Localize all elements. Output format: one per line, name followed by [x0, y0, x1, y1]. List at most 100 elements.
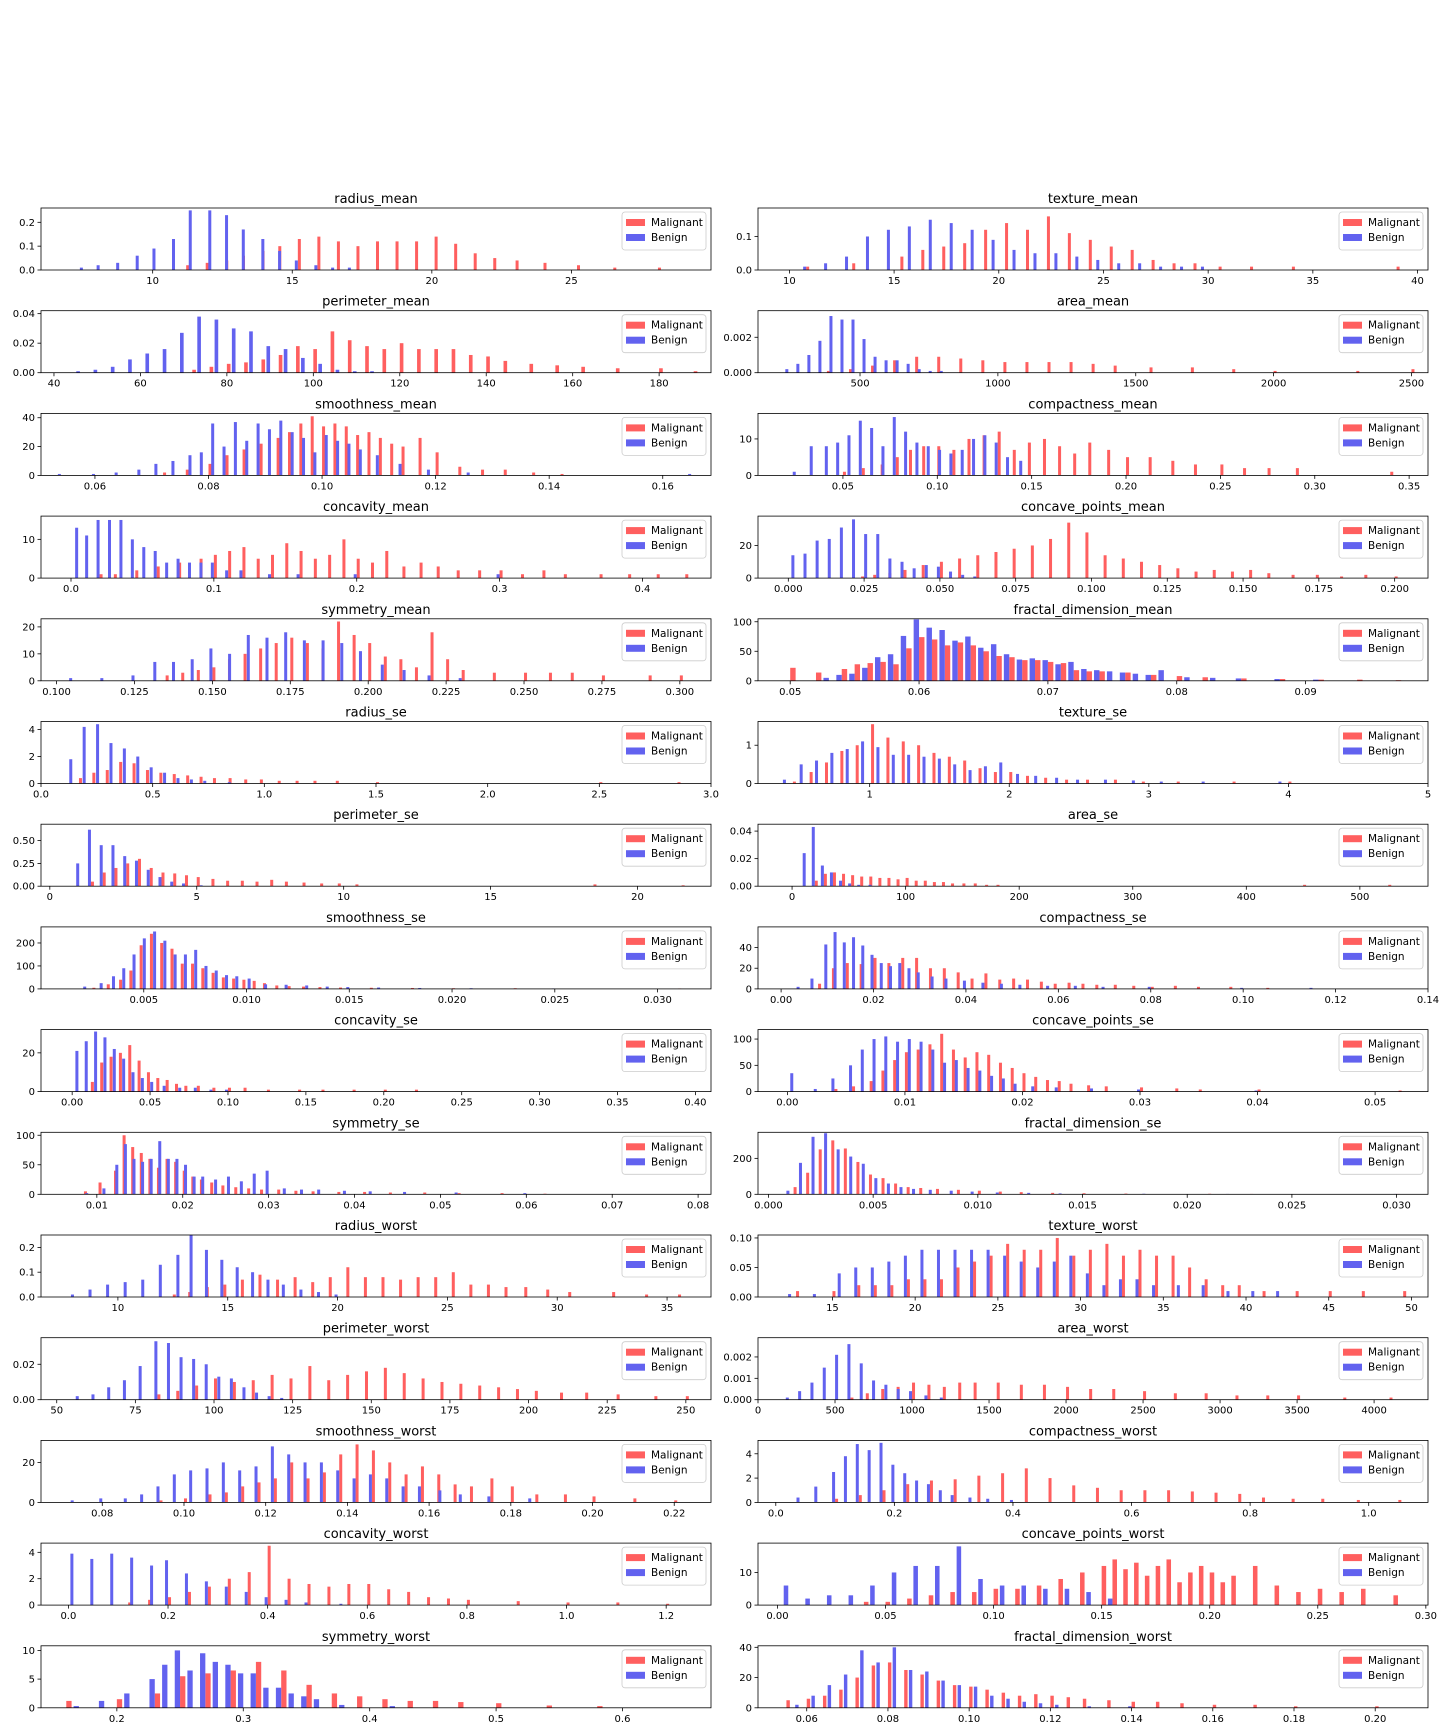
bar-malignant: [615, 368, 620, 373]
bar-benign: [134, 860, 138, 887]
bar-benign: [848, 883, 852, 887]
bar-malignant: [977, 1475, 981, 1503]
bar-benign: [1274, 679, 1280, 681]
bar-benign: [939, 370, 943, 373]
legend-label-malignant: Malignant: [651, 731, 703, 743]
bar-benign: [954, 1060, 958, 1092]
bar-malignant: [679, 675, 683, 681]
plot-frame: [40, 1234, 712, 1298]
x-tick-label: 225: [598, 1406, 617, 1417]
bar-benign: [1103, 779, 1107, 784]
bar-benign: [891, 1572, 897, 1606]
bar-malignant: [205, 262, 209, 270]
plot-frame: [40, 926, 712, 990]
bar-malignant: [1190, 367, 1194, 373]
bar-benign: [916, 972, 920, 989]
bar-malignant: [454, 243, 458, 270]
panel-title: smoothness_worst: [316, 1424, 437, 1439]
bar-benign: [1055, 777, 1059, 784]
legend-label-benign: Benign: [1368, 437, 1405, 449]
bar-malignant: [685, 574, 689, 579]
bar-benign: [870, 427, 874, 476]
bar-malignant: [871, 1665, 876, 1708]
bar-benign: [265, 637, 269, 681]
bar-benign: [1006, 1698, 1010, 1708]
legend-label-malignant: Malignant: [651, 1347, 703, 1359]
bar-benign: [187, 1670, 193, 1708]
bar-malignant: [191, 963, 195, 989]
y-tick-label: 4: [746, 1449, 752, 1460]
bar-benign: [876, 747, 880, 784]
bar-malignant: [1253, 1704, 1257, 1708]
bar-benign: [859, 1363, 863, 1400]
legend-swatch-malignant: [1343, 937, 1362, 945]
panel-title: concave_points_worst: [1022, 1527, 1165, 1542]
x-tick-label: 0.015: [335, 995, 364, 1006]
x-tick-label: 0.25: [451, 1098, 473, 1109]
bar-malignant: [298, 1089, 302, 1092]
bar-benign: [284, 632, 288, 681]
bar-malignant: [287, 1578, 291, 1606]
bar-benign: [1086, 1592, 1091, 1606]
bar-malignant: [917, 745, 921, 784]
bar-malignant: [1088, 239, 1092, 270]
bar-malignant: [592, 1496, 596, 1503]
panel-title: area_worst: [1057, 1322, 1128, 1337]
bar-malignant: [383, 656, 387, 681]
bar-malignant: [981, 360, 985, 373]
bar-malignant: [581, 366, 585, 373]
bar-malignant: [416, 1277, 420, 1297]
bar-benign: [299, 1289, 303, 1297]
bar-malignant: [430, 632, 434, 681]
bar-malignant: [969, 1686, 973, 1708]
bar-benign: [938, 449, 942, 476]
bar-malignant: [998, 1062, 1002, 1092]
bar-malignant: [1042, 438, 1046, 476]
legend-swatch-benign: [626, 542, 645, 550]
bar-benign: [158, 1141, 162, 1195]
bar-malignant: [970, 645, 977, 681]
bar-benign: [990, 1075, 994, 1092]
legend-label-malignant: Malignant: [1368, 1347, 1420, 1359]
bar-malignant: [172, 1294, 176, 1297]
bar-benign: [824, 446, 828, 476]
bar-benign: [123, 1498, 127, 1503]
bar-malignant: [841, 668, 848, 681]
bar-malignant: [1050, 1695, 1054, 1708]
bar-malignant: [997, 431, 1001, 476]
bar-benign: [1132, 673, 1139, 681]
bar-benign: [843, 1456, 847, 1503]
bar-malignant: [1107, 1700, 1111, 1708]
x-tick-label: 0.0: [768, 1508, 784, 1519]
histogram-panel-perimeter-se: perimeter_se0 5 10 15 200.000.250.50 Malignan…: [13, 808, 712, 903]
legend-swatch-malignant: [1343, 1554, 1362, 1562]
bar-benign: [214, 1179, 218, 1195]
x-tick-label: 300: [1123, 892, 1142, 903]
bar-malignant: [1241, 678, 1247, 681]
legend-label-benign: Benign: [1368, 1464, 1405, 1476]
y-tick-label: 0: [29, 471, 35, 482]
x-tick-label: 0.150: [1229, 584, 1258, 595]
bar-malignant: [920, 1674, 924, 1708]
bar-malignant: [674, 1500, 678, 1503]
bar-benign: [879, 963, 883, 989]
bar-benign: [849, 673, 855, 681]
bar-benign: [898, 963, 902, 989]
bar-benign: [950, 1495, 954, 1503]
bar-malignant: [831, 968, 835, 989]
x-tick-label: 0.00: [766, 1611, 788, 1622]
bar-malignant: [840, 750, 844, 784]
bar-malignant: [1209, 1572, 1215, 1606]
bar-malignant: [496, 1703, 502, 1708]
bar-benign: [438, 1490, 442, 1503]
bar-malignant: [942, 1386, 946, 1400]
x-tick-label: 0.05: [139, 1098, 161, 1109]
bar-malignant: [907, 1598, 912, 1606]
bar-malignant: [1088, 1249, 1092, 1297]
bar-benign: [809, 446, 813, 476]
